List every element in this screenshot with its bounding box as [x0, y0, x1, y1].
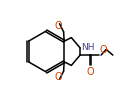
Text: O: O — [55, 21, 63, 31]
Text: O: O — [55, 72, 63, 82]
Text: O: O — [87, 67, 94, 77]
Text: NH: NH — [81, 43, 94, 52]
Text: O: O — [99, 45, 107, 55]
